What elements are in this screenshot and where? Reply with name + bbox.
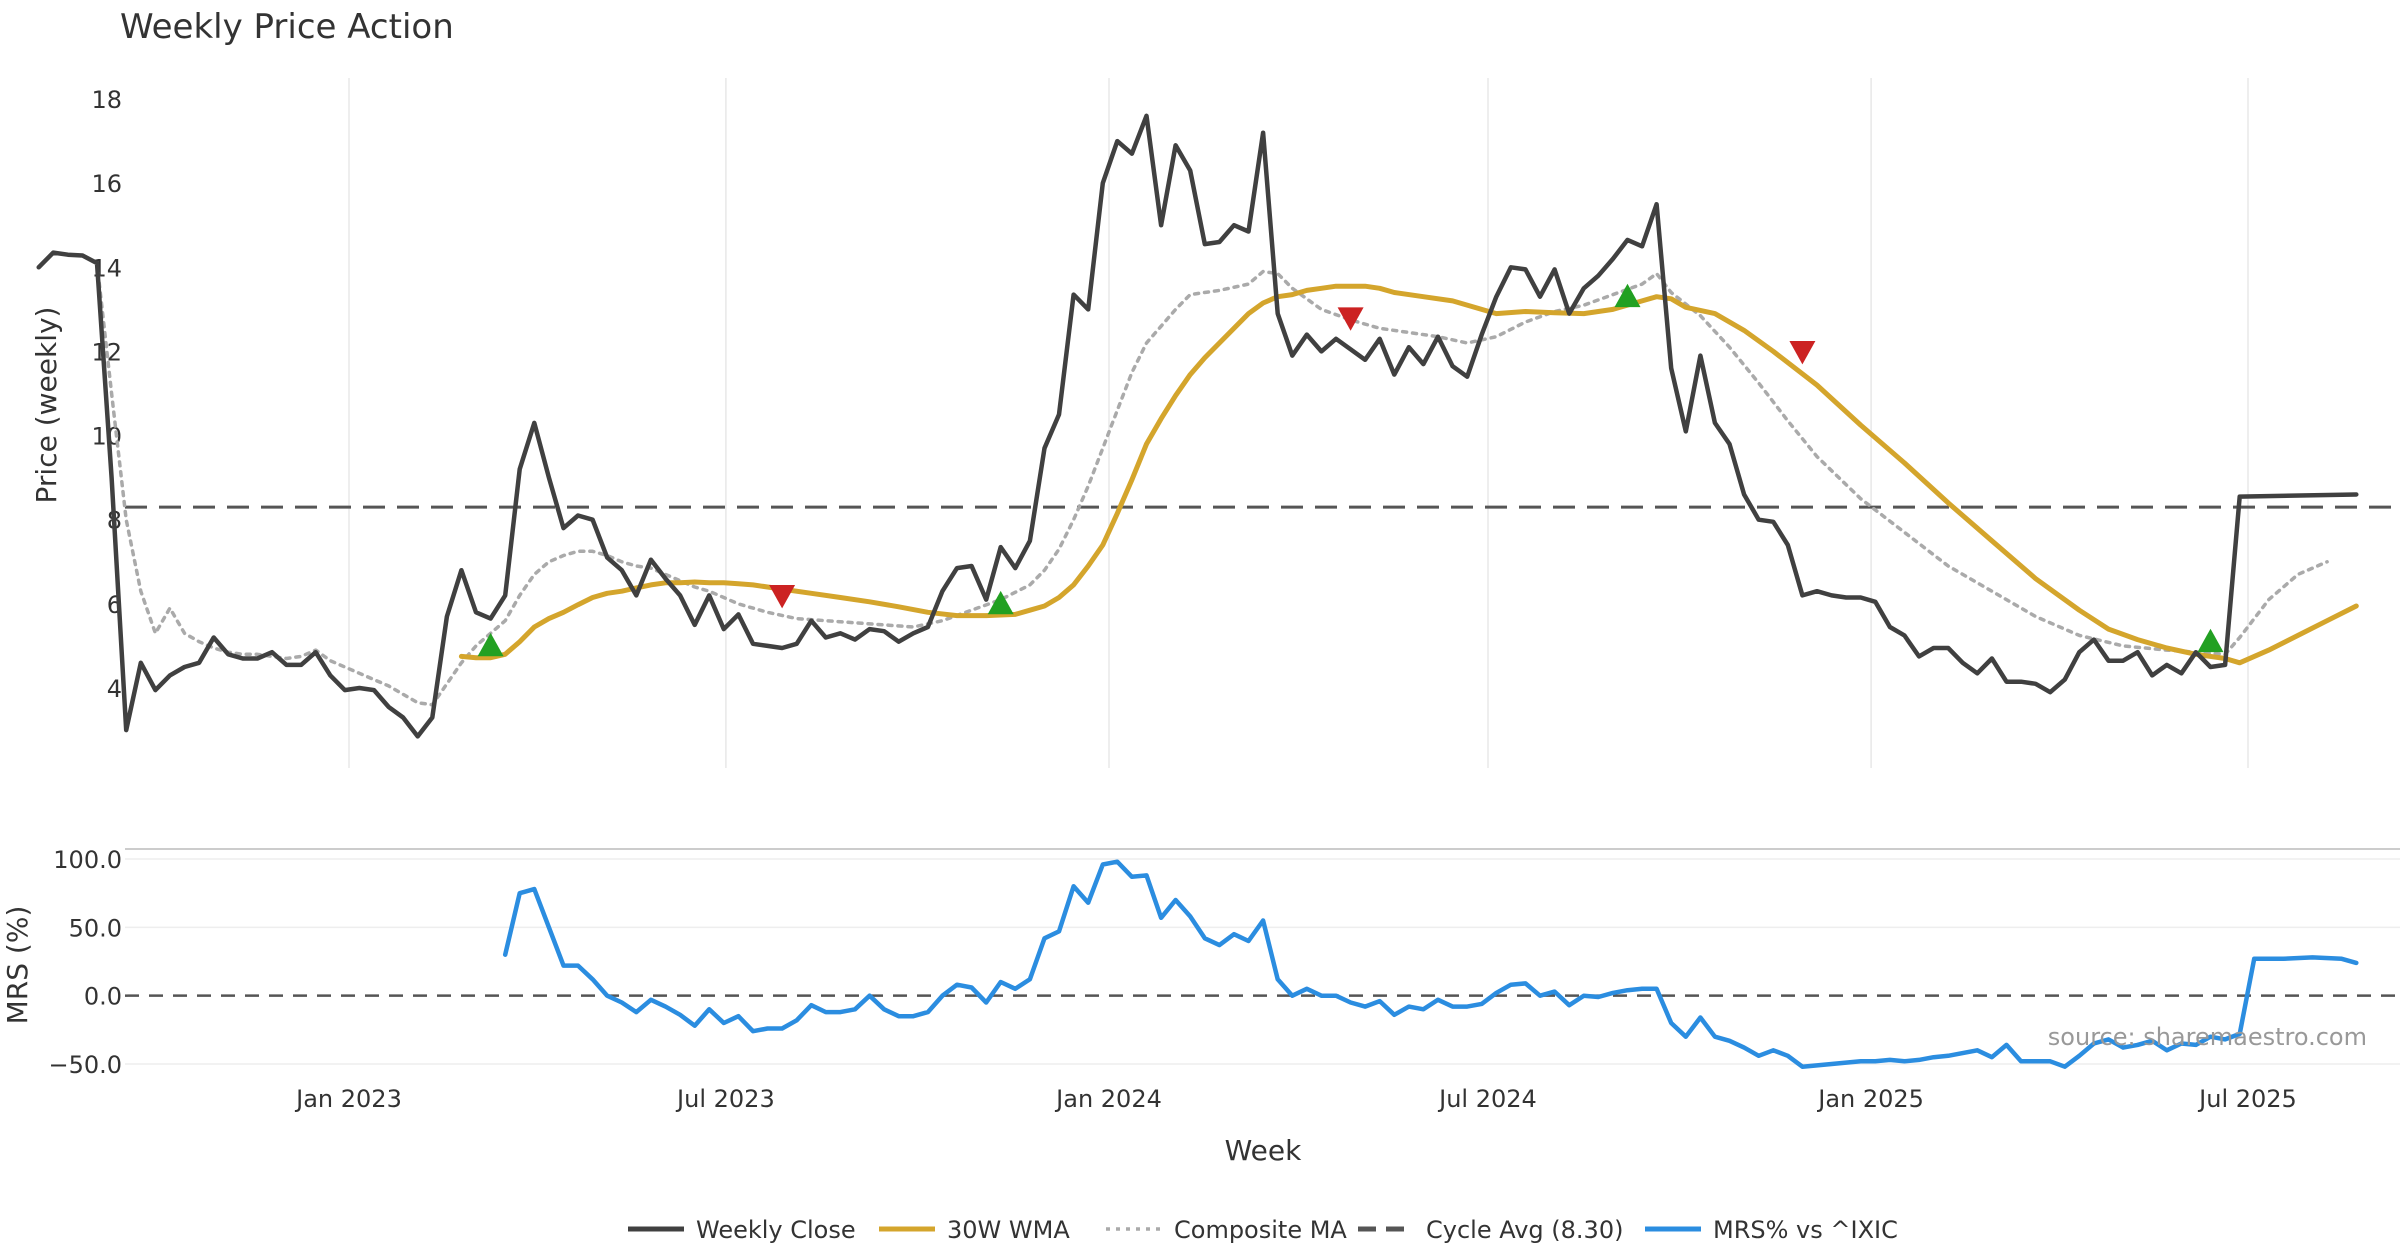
x-tick-label: Jul 2023 [675,1085,775,1113]
legend-label: Cycle Avg (8.30) [1426,1216,1623,1244]
signal-markers [477,283,2224,657]
buy-signal-marker [2197,628,2224,653]
sell-signal-marker [1337,307,1364,331]
sell-signal-marker [769,585,796,609]
buy-signal-marker [477,632,504,657]
price-y-axis-label: Price (weekly) [30,307,63,504]
chart-title: Weekly Price Action [120,7,454,47]
x-tick-label: Jan 2025 [1816,1085,1924,1113]
price-vertical-grid [348,78,2249,768]
mrs-panel: 100.0 50.0 0.0 −50.0 MRS (%) source: sharem… [1,846,2400,1079]
wma-30w-line [458,283,2359,666]
price-y-tick-label: 18 [91,86,122,114]
price-y-tick-label: 16 [91,170,122,198]
mrs-y-axis-label: MRS (%) [1,906,34,1025]
weekly-close-line [36,113,2359,739]
price-y-tick-label: 4 [107,675,122,703]
sell-signal-marker [1789,341,1816,365]
mrs-y-tick-label: 100.0 [53,846,122,874]
mrs-y-ticks: 100.0 50.0 0.0 −50.0 [48,846,122,1079]
mrs-y-tick-label: −50.0 [48,1051,122,1079]
source-text: source: sharemaestro.com [2048,1023,2367,1051]
x-tick-label: Jul 2025 [2197,1085,2297,1113]
x-tick-label: Jan 2023 [294,1085,402,1113]
x-tick-label: Jul 2024 [1437,1085,1537,1113]
mrs-line [502,859,2359,1069]
legend-label: 30W WMA [947,1216,1070,1244]
legend-label: Weekly Close [696,1216,856,1244]
legend-label: Composite MA [1174,1216,1347,1244]
legend-label: MRS% vs ^IXIC [1713,1216,1898,1244]
mrs-y-tick-label: 0.0 [84,983,122,1011]
mrs-y-tick-label: 50.0 [69,914,122,942]
buy-signal-marker [987,590,1014,615]
legend: Weekly Close 30W WMA Composite MA Cycle Avg… [628,1216,1898,1244]
buy-signal-marker [1614,283,1641,308]
x-axis-ticks: Jan 2023 Jul 2023 Jan 2024 Jul 2024 Jan 2025… [294,1085,2297,1113]
x-tick-label: Jan 2024 [1054,1085,1162,1113]
x-axis-label: Week [1225,1134,1302,1167]
